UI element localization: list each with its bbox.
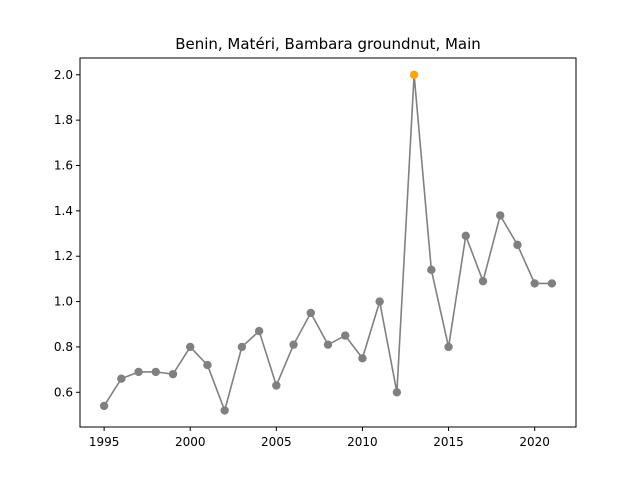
data-point [530, 279, 539, 288]
highlighted-data-point [409, 70, 419, 79]
x-tick-label: 2020 [519, 435, 550, 449]
data-point [341, 331, 350, 340]
y-tick-label: 1.6 [54, 159, 73, 173]
data-point [203, 360, 212, 370]
y-tick-label: 0.6 [54, 385, 73, 399]
plot-frame [79, 57, 577, 428]
series-line [103, 74, 552, 414]
data-point [358, 354, 367, 363]
data-point [289, 340, 298, 349]
x-tick-label: 2015 [433, 435, 464, 449]
data-point [272, 381, 281, 390]
x-axis: 1995 2000 2005 2010 2015 2020 [89, 427, 550, 449]
data-point [496, 211, 505, 220]
data-point [117, 374, 126, 383]
x-tick-label: 2000 [175, 435, 206, 449]
data-point [323, 340, 333, 349]
x-tick-label: 1995 [89, 435, 120, 449]
data-point [186, 342, 195, 352]
y-tick-label: 0.8 [54, 340, 73, 354]
data-point [547, 279, 557, 288]
data-point [237, 342, 247, 352]
data-point [254, 326, 264, 336]
chart-title: Benin, Matéri, Bambara groundnut, Main [175, 35, 481, 53]
x-tick-label: 2005 [261, 435, 292, 449]
data-point [461, 231, 470, 241]
y-tick-label: 2.0 [54, 68, 73, 82]
data-point [99, 401, 109, 411]
data-point [427, 265, 436, 275]
y-tick-label: 1.0 [54, 295, 73, 309]
data-points [99, 70, 557, 415]
data-point [478, 276, 488, 286]
y-tick-label: 1.2 [54, 249, 73, 263]
y-tick-label: 1.4 [54, 204, 73, 218]
y-tick-label: 1.8 [54, 113, 73, 127]
data-point [151, 367, 160, 377]
data-point [375, 297, 384, 306]
data-point [306, 308, 315, 318]
data-point [220, 406, 229, 415]
data-point [134, 367, 143, 377]
data-point [513, 240, 522, 250]
data-point [444, 342, 453, 352]
data-point [168, 369, 178, 379]
data-point [392, 388, 402, 397]
x-tick-label: 2010 [347, 435, 378, 449]
y-axis: 0.6 0.8 1.0 1.2 1.4 1.6 1.8 2.0 [54, 68, 80, 399]
